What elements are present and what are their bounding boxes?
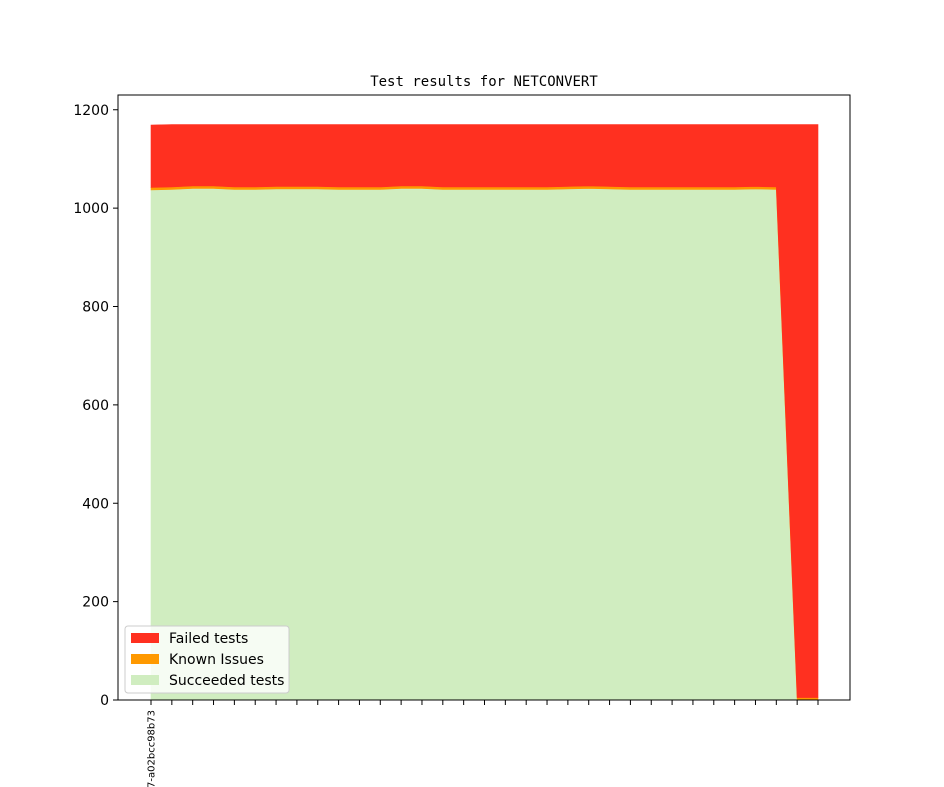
y-tick-label: 800 xyxy=(82,300,109,316)
chart-title: Test results for NETCONVERT xyxy=(370,74,598,90)
y-tick-label: 600 xyxy=(82,398,109,414)
legend: Failed tests Known Issues Succeeded tests xyxy=(124,625,290,694)
y-tick-label: 200 xyxy=(82,595,109,611)
area-failed-tests xyxy=(150,124,819,698)
area-succeeded-tests xyxy=(150,188,818,701)
y-tick-label: 400 xyxy=(82,496,109,512)
legend-swatch-succeeded-tests xyxy=(131,675,159,685)
y-tick-label: 0 xyxy=(100,693,109,709)
legend-swatch-known-issues xyxy=(131,654,159,664)
legend-swatch-failed-tests xyxy=(131,633,159,643)
legend-box xyxy=(124,625,290,694)
legend-label-succeeded-tests: Succeeded tests xyxy=(169,673,284,689)
y-tick-label: 1000 xyxy=(73,201,109,217)
legend-label-failed-tests: Failed tests xyxy=(169,631,248,647)
y-tick-label: 1200 xyxy=(73,103,109,119)
plot-area xyxy=(117,94,851,701)
x-axis: 7-a02bcc98b73 xyxy=(147,700,819,787)
area-series-group xyxy=(150,124,819,701)
y-axis: 0 200 400 600 800 1000 1200 xyxy=(73,103,118,709)
x-tick-label: 7-a02bcc98b73 xyxy=(147,710,158,787)
legend-label-known-issues: Known Issues xyxy=(169,652,264,668)
